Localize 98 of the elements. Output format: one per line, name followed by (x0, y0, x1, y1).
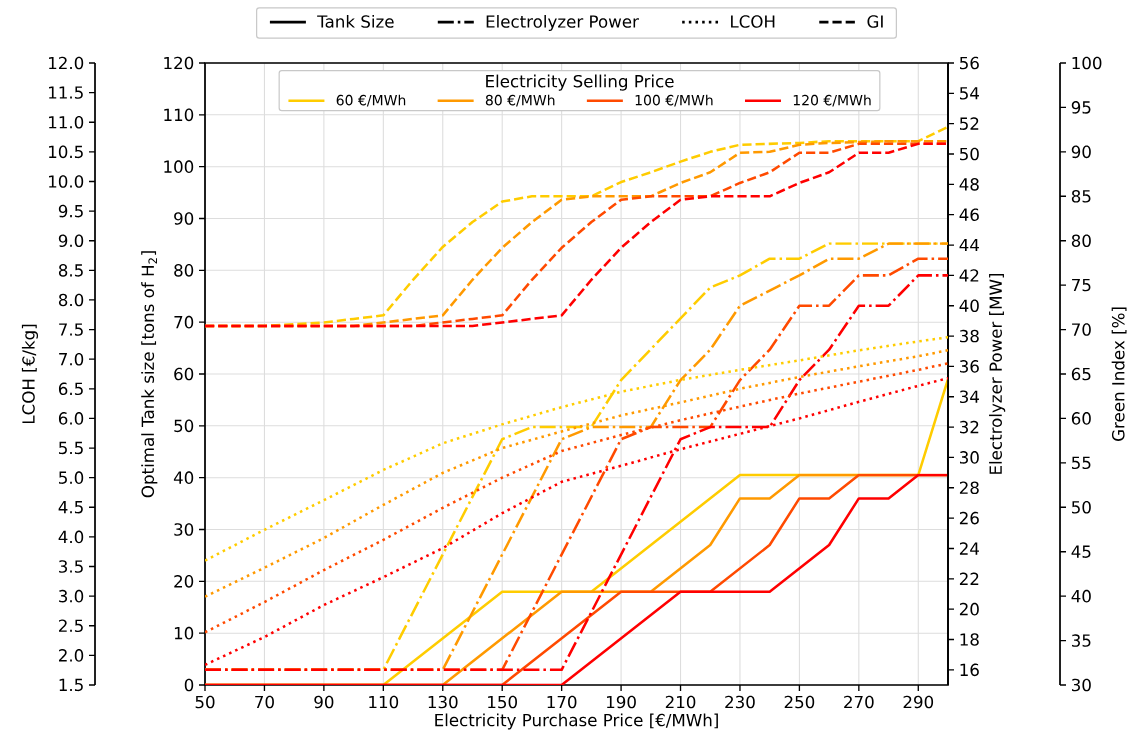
x-tick-label: 110 (369, 695, 399, 709)
y2-tick-label: 36 (959, 360, 979, 373)
y2-tick-label: 30 (959, 451, 979, 464)
x-tick-label: 230 (725, 695, 755, 709)
x-tick-label: 190 (607, 695, 636, 709)
y3-tick-label: 3.5 (59, 560, 83, 573)
y3-tick-label: 5.0 (59, 471, 84, 484)
y-tick-label: 40 (173, 471, 194, 484)
y-tick-label: 35 (1071, 634, 1091, 647)
y3-tick-label: 9.5 (58, 204, 83, 218)
y2-tick-label: 52 (959, 117, 979, 130)
y-axis-title: Optimal Tank size [tons of H$_{2}$] (141, 251, 158, 498)
y3-tick-label: 6.0 (58, 412, 84, 425)
y3-tick-label: 2.5 (59, 619, 83, 633)
y2-tick-label: 40 (959, 299, 979, 313)
y-tick-label: 90 (1071, 145, 1091, 159)
y-tick-label: 30 (174, 523, 194, 536)
x-tick-label: 250 (784, 695, 815, 709)
y3-tick-label: 1.5 (59, 678, 83, 692)
y2-tick-label: 38 (959, 329, 979, 343)
y2-axis-title: Electrolyzer Power [MW] (989, 273, 1006, 474)
legend-label: 120 €/MWh (793, 94, 871, 107)
y3-tick-label: 8.0 (58, 293, 84, 307)
y-tick-label: 120 (164, 56, 194, 70)
legend-label: 80 €/MWh (485, 94, 555, 107)
y-tick-label: 60 (174, 367, 194, 381)
y3-tick-label: 7.5 (59, 323, 83, 336)
y-tick-label: 0 (184, 678, 194, 692)
y-tick-label: 50 (1071, 500, 1091, 514)
x-tick-label: 210 (665, 695, 696, 709)
legend-label: Tank Size (317, 14, 394, 28)
y2-tick-label: 46 (959, 208, 979, 221)
y2-tick-label: 34 (959, 390, 979, 404)
legend-label: 100 €/MWh (635, 94, 713, 107)
y2-tick-label: 56 (959, 56, 979, 70)
y3-tick-label: 7.0 (59, 352, 84, 366)
y3-tick-label: 10.0 (49, 175, 84, 188)
y-tick-label: 110 (164, 108, 194, 122)
y3-tick-label: 5.5 (59, 441, 83, 455)
y-tick-label: 30 (1071, 678, 1091, 692)
legend-label: 60 €/MWh (336, 94, 406, 107)
x-tick-label: 70 (255, 695, 274, 709)
y3-tick-label: 9.0 (58, 234, 84, 248)
y-tick-label: 70 (1072, 323, 1091, 336)
y3-tick-label: 12.0 (49, 56, 84, 70)
x-tick-label: 290 (903, 695, 934, 709)
y-tick-label: 70 (174, 315, 194, 329)
y-tick-label: 80 (174, 264, 194, 277)
y3-tick-label: 3.0 (59, 589, 84, 603)
y3-tick-label: 8.5 (58, 264, 83, 277)
y-tick-label: 60 (1071, 412, 1091, 425)
y2-tick-label: 48 (959, 178, 979, 191)
y2-tick-label: 28 (959, 481, 979, 495)
y-tick-label: 45 (1071, 545, 1091, 558)
y2-tick-label: 18 (960, 633, 979, 646)
y-tick-label: 100 (1072, 56, 1102, 70)
x-tick-label: 270 (844, 695, 874, 709)
legend-label: Electrolyzer Power (486, 14, 639, 32)
y-tick-label: 90 (174, 212, 194, 225)
y2-tick-label: 24 (959, 542, 979, 555)
y-tick-label: 100 (164, 160, 194, 173)
y-tick-label: 65 (1071, 367, 1091, 381)
y2-tick-label: 44 (959, 238, 979, 252)
x-tick-label: 150 (488, 695, 517, 709)
x-tick-label: 130 (428, 695, 458, 709)
y-tick-label: 80 (1071, 234, 1091, 248)
x-tick-label: 170 (547, 695, 577, 709)
y3-tick-label: 4.0 (58, 530, 84, 544)
y-tick-label: 55 (1071, 456, 1091, 470)
y2-tick-label: 20 (959, 602, 979, 616)
y3-tick-label: 11.0 (49, 115, 84, 129)
y2-tick-label: 32 (959, 420, 979, 434)
y3-tick-label: 4.5 (58, 501, 83, 514)
y-tick-label: 50 (174, 419, 194, 433)
y-tick-label: 10 (174, 626, 194, 640)
y3-axis-title: LCOH [€/kg] (21, 324, 39, 424)
y2-tick-label: 26 (959, 511, 979, 525)
y2-tick-label: 50 (959, 147, 979, 161)
y3-tick-label: 11.5 (49, 86, 83, 99)
x-tick-label: 50 (195, 695, 215, 709)
y2-tick-label: 54 (959, 87, 979, 100)
y3-tick-label: 6.5 (58, 382, 83, 396)
y-tick-label: 40 (1071, 589, 1091, 603)
x-tick-label: 90 (314, 695, 334, 709)
y2-tick-label: 42 (959, 269, 979, 282)
y-tick-label: 20 (174, 575, 194, 588)
y3-tick-label: 10.5 (49, 145, 83, 159)
y2-tick-label: 16 (960, 663, 979, 677)
y-tick-label: 75 (1072, 278, 1091, 292)
y-axis-title: Green Index [%] (1111, 307, 1127, 441)
legend-title: Electricity Selling Price (486, 74, 674, 91)
x-axis-title: Electricity Purchase Price [€/MWh] (435, 713, 718, 730)
y2-tick-label: 22 (959, 572, 979, 585)
legend-label: GI (867, 15, 883, 28)
y3-tick-label: 2.0 (59, 649, 84, 662)
legend-label: LCOH (731, 15, 775, 28)
y-tick-label: 95 (1071, 101, 1091, 114)
y-tick-label: 85 (1071, 189, 1091, 203)
